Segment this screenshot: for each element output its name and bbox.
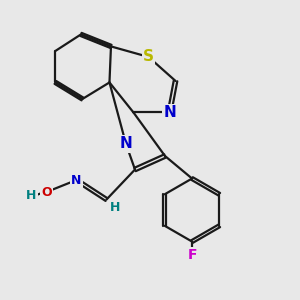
- Text: N: N: [120, 136, 132, 152]
- Text: N: N: [71, 173, 82, 187]
- Text: H: H: [110, 200, 121, 214]
- Text: S: S: [143, 50, 154, 64]
- Text: F: F: [187, 248, 197, 262]
- Text: O: O: [41, 185, 52, 199]
- Text: N: N: [163, 105, 176, 120]
- Text: H: H: [26, 189, 37, 202]
